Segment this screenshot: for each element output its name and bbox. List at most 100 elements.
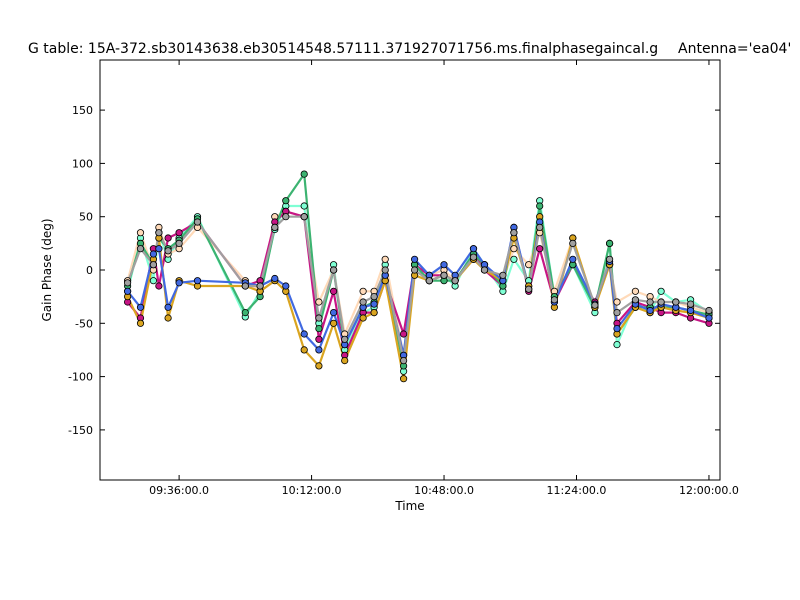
- data-point: [271, 223, 279, 231]
- x-axis-label: Time: [394, 499, 424, 513]
- data-point: [193, 218, 202, 226]
- data-point: [341, 335, 349, 343]
- data-point: [605, 255, 614, 263]
- chart-subtitle: Antenna='ea04': [678, 41, 791, 57]
- data-point: [241, 282, 249, 290]
- data-point: [686, 306, 695, 315]
- y-tick-label: 150: [72, 104, 93, 117]
- data-point: [149, 261, 157, 269]
- data-point: [359, 287, 367, 295]
- data-point: [329, 287, 338, 295]
- data-point: [370, 300, 378, 308]
- data-point: [359, 298, 367, 306]
- data-point: [536, 223, 544, 231]
- data-point: [136, 245, 145, 253]
- data-point: [329, 308, 338, 317]
- data-point: [510, 229, 518, 237]
- data-point: [282, 213, 290, 221]
- data-point: [613, 298, 621, 306]
- x-tick-label: 11:24:00.0: [547, 484, 607, 497]
- data-point: [631, 296, 640, 304]
- data-point: [705, 314, 713, 322]
- data-point: [440, 261, 448, 269]
- series-line: [126, 215, 710, 380]
- data-point: [282, 282, 290, 290]
- data-point: [469, 245, 478, 253]
- data-point: [646, 306, 654, 315]
- series-line: [126, 173, 710, 367]
- data-point: [399, 330, 408, 338]
- data-point: [705, 306, 713, 315]
- data-point: [451, 277, 459, 285]
- data-point: [193, 277, 202, 285]
- data-point: [136, 319, 145, 327]
- data-point: [536, 245, 544, 253]
- data-point: [613, 308, 621, 317]
- data-point: [300, 346, 308, 354]
- data-point: [657, 287, 665, 295]
- data-point: [410, 266, 419, 274]
- data-point: [631, 287, 640, 295]
- plot-frame: [99, 59, 721, 481]
- data-point: [359, 314, 367, 322]
- data-point: [315, 346, 323, 354]
- data-point: [381, 255, 389, 263]
- data-point: [164, 303, 172, 311]
- y-tick-label: 0: [86, 264, 93, 277]
- data-point: [315, 324, 323, 333]
- data-point: [525, 285, 533, 293]
- data-point: [536, 202, 544, 210]
- data-point: [410, 255, 419, 263]
- data-point: [399, 375, 408, 383]
- data-point: [591, 301, 599, 309]
- data-point: [605, 239, 614, 247]
- data-point: [315, 362, 323, 370]
- data-point: [341, 356, 349, 365]
- data-point: [164, 234, 172, 242]
- y-tick-label: 100: [72, 157, 93, 170]
- x-tick-label: 09:36:00.0: [149, 484, 209, 497]
- data-point: [136, 229, 145, 237]
- data-point: [315, 298, 323, 306]
- data-point: [613, 340, 621, 349]
- data-point: [569, 239, 577, 247]
- data-point: [381, 266, 389, 274]
- data-point: [329, 266, 338, 274]
- data-point: [164, 314, 172, 322]
- data-point: [399, 356, 408, 365]
- x-tick-label: 10:48:00.0: [414, 484, 474, 497]
- data-point: [155, 245, 163, 253]
- data-point: [300, 330, 308, 338]
- data-point: [550, 296, 559, 304]
- data-point: [256, 282, 264, 290]
- data-point: [241, 308, 249, 317]
- data-point: [300, 170, 308, 178]
- series-line: [126, 215, 710, 362]
- data-point: [499, 271, 507, 279]
- data-point: [124, 279, 132, 287]
- data-point: [370, 308, 378, 317]
- x-tick-label: 12:00:00.0: [679, 484, 739, 497]
- data-point: [315, 335, 323, 343]
- data-point: [672, 298, 680, 306]
- data-point: [300, 213, 308, 221]
- data-point: [370, 292, 378, 301]
- chart-title: G table: 15A-372.sb30143638.eb30514548.5…: [28, 41, 658, 57]
- y-tick-label: 50: [79, 211, 93, 224]
- data-point: [480, 266, 489, 274]
- data-point: [510, 255, 518, 263]
- data-point: [164, 247, 172, 255]
- data-point: [440, 271, 448, 279]
- data-point: [271, 274, 279, 283]
- x-axis: 09:36:00.0 10:12:00.0 10:48:00.0 11:24:00.0…: [149, 60, 739, 497]
- data-point: [510, 245, 518, 253]
- data-point: [686, 300, 695, 308]
- data-point: [613, 324, 621, 333]
- series-line: [126, 220, 710, 357]
- data-point: [136, 303, 145, 311]
- data-point: [425, 277, 433, 285]
- data-point: [149, 277, 157, 285]
- data-point: [525, 261, 533, 269]
